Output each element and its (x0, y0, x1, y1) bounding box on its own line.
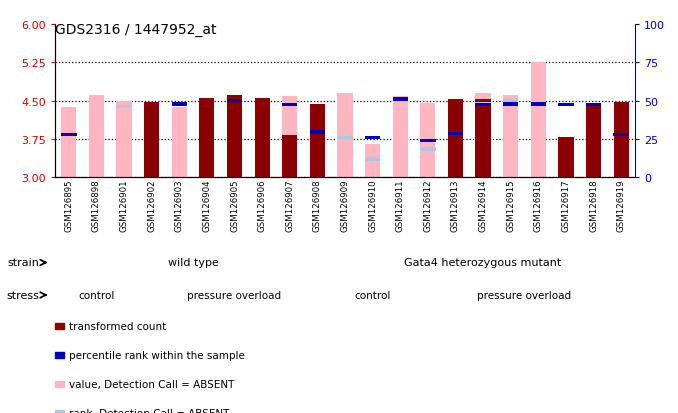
Bar (338, 94, 353, 178)
Bar (89, 96, 104, 178)
Text: pressure overload: pressure overload (187, 290, 281, 300)
Bar (310, 131, 325, 135)
Bar (586, 104, 601, 178)
Text: rank, Detection Call = ABSENT: rank, Detection Call = ABSENT (69, 408, 230, 413)
Bar (420, 104, 435, 178)
Bar (475, 100, 491, 178)
Text: GSM126908: GSM126908 (313, 179, 322, 231)
Text: Gata4 heterozygous mutant: Gata4 heterozygous mutant (405, 258, 561, 268)
Text: GSM126909: GSM126909 (340, 179, 349, 231)
Text: wild type: wild type (167, 258, 218, 268)
Bar (282, 97, 298, 178)
Bar (475, 94, 491, 178)
Bar (393, 97, 408, 178)
Bar (503, 100, 519, 103)
Bar (172, 103, 187, 107)
Text: GSM126912: GSM126912 (423, 179, 433, 231)
Bar (559, 138, 574, 178)
Text: GSM126917: GSM126917 (561, 179, 570, 231)
Text: GSM126915: GSM126915 (506, 179, 515, 231)
Bar (61, 134, 77, 137)
Bar (144, 103, 159, 178)
Bar (254, 99, 270, 178)
Text: GDS2316 / 1447952_at: GDS2316 / 1447952_at (55, 23, 216, 37)
Bar (227, 96, 242, 178)
Bar (531, 63, 546, 178)
Bar (448, 100, 463, 178)
Bar (475, 104, 491, 107)
Text: GSM126919: GSM126919 (617, 179, 626, 231)
Bar (614, 134, 629, 137)
Bar (365, 158, 380, 161)
Text: GSM126918: GSM126918 (589, 179, 598, 231)
Text: control: control (78, 290, 115, 300)
Bar (310, 105, 325, 178)
Text: pressure overload: pressure overload (477, 290, 572, 300)
Bar (420, 139, 435, 142)
Bar (226, 100, 242, 103)
Text: GSM126906: GSM126906 (258, 179, 266, 231)
Text: GSM126901: GSM126901 (119, 179, 129, 231)
Bar (420, 148, 435, 151)
Bar (365, 145, 380, 178)
Bar (448, 100, 463, 178)
Bar (337, 137, 353, 140)
Text: transformed count: transformed count (69, 321, 167, 331)
Bar (199, 99, 214, 178)
Text: stress: stress (7, 290, 39, 300)
Text: control: control (355, 290, 391, 300)
Text: GSM126898: GSM126898 (92, 179, 101, 231)
Text: GSM126913: GSM126913 (451, 179, 460, 231)
Text: GSM126895: GSM126895 (64, 179, 73, 231)
Text: value, Detection Call = ABSENT: value, Detection Call = ABSENT (69, 379, 235, 389)
Bar (475, 103, 491, 107)
Bar (61, 107, 77, 178)
Bar (199, 99, 214, 178)
Text: GSM126904: GSM126904 (203, 179, 212, 231)
Bar (393, 98, 408, 101)
Text: GSM126903: GSM126903 (175, 179, 184, 231)
Text: percentile rank within the sample: percentile rank within the sample (69, 350, 245, 360)
Bar (614, 103, 629, 178)
Bar (558, 104, 574, 107)
Text: GSM126907: GSM126907 (285, 179, 294, 231)
Bar (503, 96, 518, 178)
Text: GSM126914: GSM126914 (479, 179, 487, 231)
Bar (254, 99, 270, 178)
Bar (586, 104, 601, 178)
Bar (365, 137, 380, 140)
Bar (447, 133, 463, 136)
Text: GSM126910: GSM126910 (368, 179, 377, 231)
Text: GSM126905: GSM126905 (230, 179, 239, 231)
Bar (310, 105, 325, 178)
Bar (144, 103, 159, 178)
Bar (531, 103, 546, 107)
Bar (227, 96, 242, 178)
Text: GSM126902: GSM126902 (147, 179, 156, 231)
Text: GSM126916: GSM126916 (534, 179, 543, 231)
Bar (117, 101, 132, 178)
Bar (614, 103, 629, 178)
Bar (172, 103, 187, 107)
Bar (282, 135, 298, 178)
Bar (117, 106, 132, 109)
Bar (503, 103, 519, 107)
Bar (172, 107, 187, 178)
Bar (282, 104, 298, 107)
Text: strain: strain (7, 258, 39, 268)
Bar (586, 104, 601, 107)
Text: GSM126911: GSM126911 (396, 179, 405, 231)
Bar (559, 138, 574, 178)
